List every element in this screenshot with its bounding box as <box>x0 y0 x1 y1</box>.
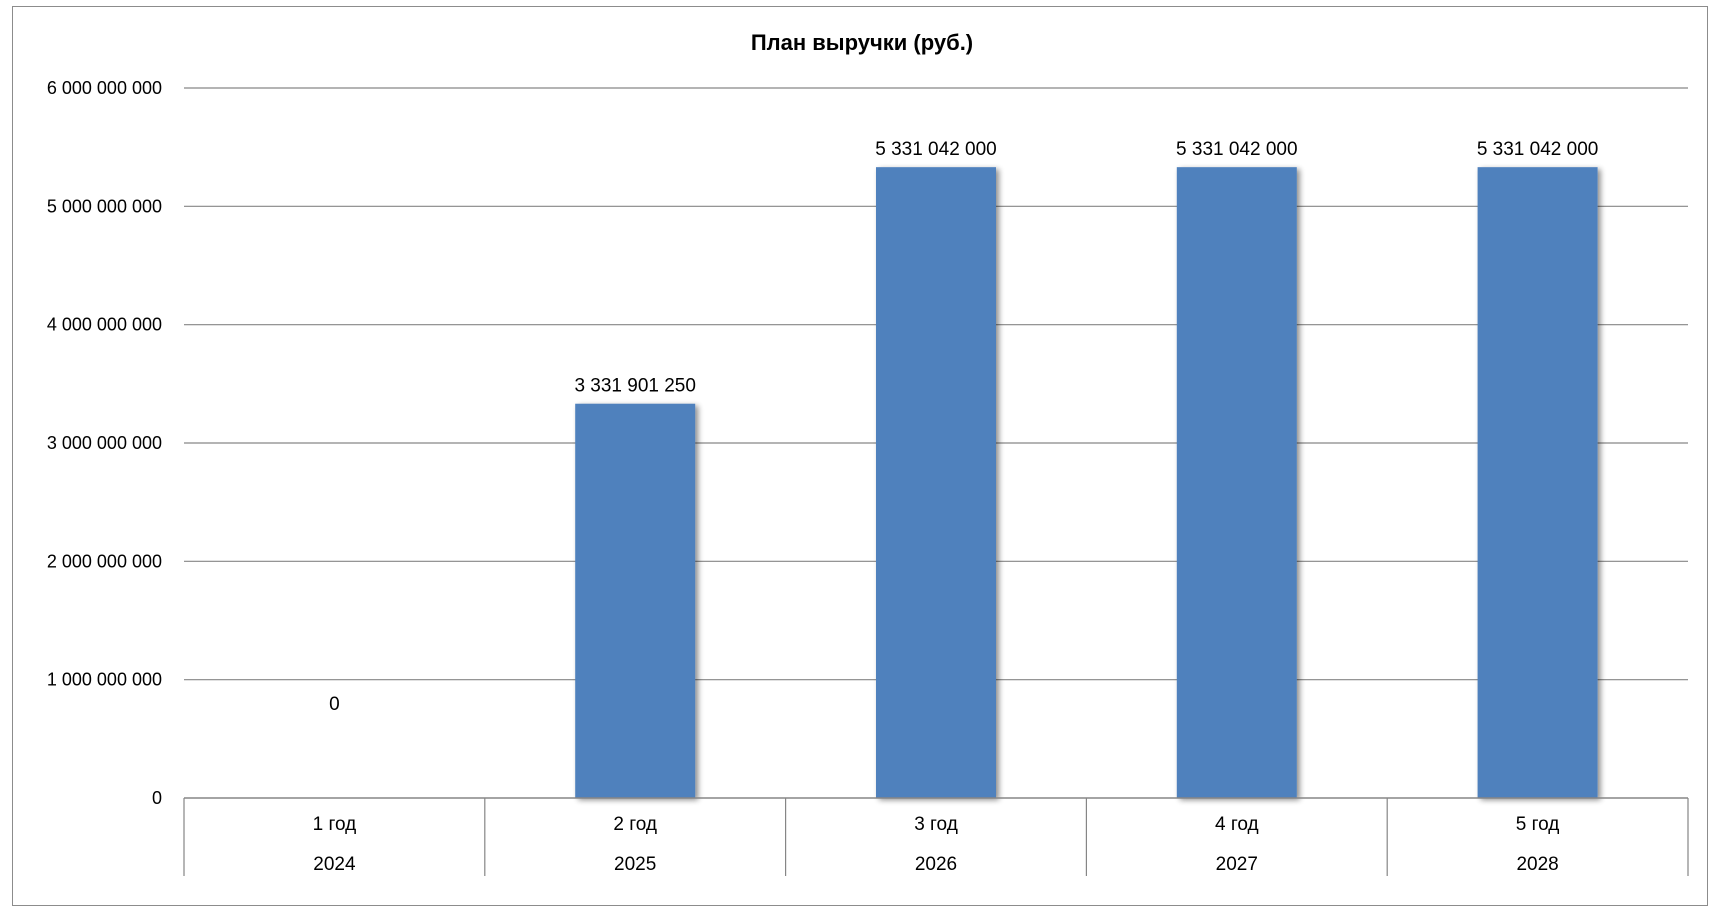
chart-title: План выручки (руб.) <box>751 30 973 55</box>
data-label: 0 <box>329 694 340 715</box>
y-tick-label: 2 000 000 000 <box>47 551 162 571</box>
category-year: 2026 <box>915 854 957 875</box>
bar <box>876 167 996 798</box>
y-axis-ticks: 0 1 000 000 000 2 000 000 000 3 000 000 000… <box>47 78 162 808</box>
y-tick-label: 0 <box>152 788 162 808</box>
category-year: 2027 <box>1216 854 1258 875</box>
category-label: 1 год <box>313 814 357 835</box>
bar <box>1176 167 1297 798</box>
data-label: 5 331 042 000 <box>875 139 997 160</box>
x-axis: 1 год 2024 2 год 2025 3 год 2026 4 год 2027 5 го… <box>183 797 1689 876</box>
revenue-plan-chart: План выручки (руб.) 0 1 000 000 000 2 000 … <box>47 30 1689 876</box>
bar <box>575 403 696 798</box>
bars <box>575 167 1598 798</box>
y-tick-label: 1 000 000 000 <box>47 670 162 690</box>
data-label: 5 331 042 000 <box>1176 139 1298 160</box>
category-year: 2024 <box>313 854 356 875</box>
data-label: 5 331 042 000 <box>1477 139 1599 160</box>
category-label: 4 год <box>1215 814 1259 835</box>
y-tick-label: 3 000 000 000 <box>47 433 162 453</box>
data-labels: 0 3 331 901 250 5 331 042 000 5 331 042 000… <box>329 139 1598 715</box>
category-label: 2 год <box>613 814 657 835</box>
y-tick-label: 4 000 000 000 <box>47 315 162 335</box>
chart-frame <box>12 6 1708 906</box>
category-year: 2028 <box>1516 854 1558 875</box>
bar <box>1477 167 1598 798</box>
category-year: 2025 <box>614 854 656 875</box>
y-tick-label: 5 000 000 000 <box>47 196 162 216</box>
data-label: 3 331 901 250 <box>574 376 696 397</box>
category-label: 3 год <box>914 814 958 835</box>
y-tick-label: 6 000 000 000 <box>47 78 162 98</box>
category-label: 5 год <box>1516 814 1560 835</box>
